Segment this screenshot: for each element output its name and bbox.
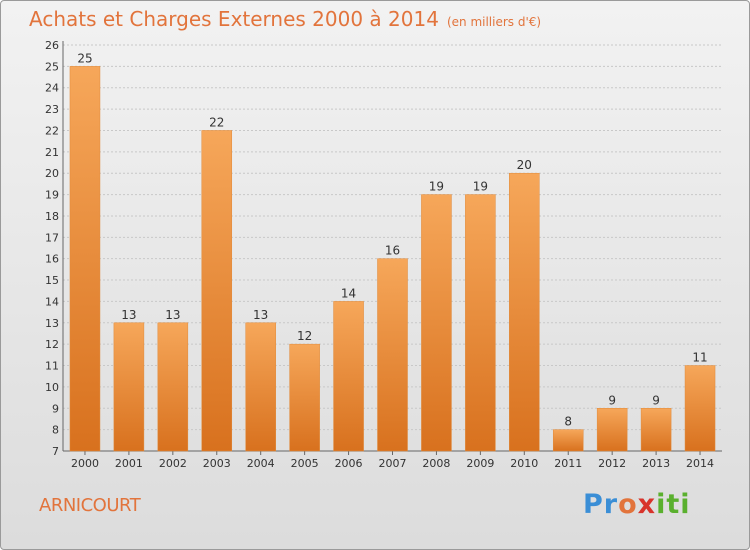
y-tick-label: 15 — [45, 274, 59, 287]
data-label: 13 — [121, 308, 136, 322]
bar-2011[interactable] — [552, 429, 584, 452]
x-tick-label: 2007 — [379, 457, 407, 470]
proxiti-logo[interactable]: Proxiti — [583, 489, 691, 520]
axes: 7 8 9 10 11 12 13 14 15 16 17 18 19 20 21 22 23 24 25 26 200… — [45, 39, 722, 470]
bar-2012[interactable] — [596, 408, 628, 452]
x-tick-label: 2002 — [159, 457, 187, 470]
chart-title-text: Achats et Charges Externes 2000 à 2014 — [29, 7, 439, 31]
data-label: 11 — [692, 351, 707, 365]
x-tick-label: 2006 — [335, 457, 363, 470]
data-label: 20 — [517, 158, 532, 172]
x-tick-label: 2013 — [642, 457, 670, 470]
data-label: 25 — [77, 51, 92, 65]
data-label: 22 — [209, 115, 224, 129]
bar-2014[interactable] — [684, 365, 716, 452]
y-tick-label: 11 — [45, 360, 59, 373]
y-tick-label: 21 — [45, 146, 59, 159]
logo-part-o: o — [618, 489, 638, 520]
x-tick-label: 2005 — [291, 457, 319, 470]
bar-2002[interactable] — [157, 322, 189, 452]
data-label: 9 — [608, 393, 616, 407]
y-tick-label: 13 — [45, 317, 59, 330]
x-tick-label: 2000 — [71, 457, 99, 470]
y-tick-label: 10 — [45, 381, 59, 394]
data-label: 8 — [564, 415, 572, 429]
logo-part-pr: Pr — [583, 489, 619, 520]
y-tick-label: 23 — [45, 103, 59, 116]
y-tick-label: 19 — [45, 189, 59, 202]
y-tick-label: 9 — [52, 402, 59, 415]
bar-2010[interactable] — [509, 172, 540, 452]
chart-title: Achats et Charges Externes 2000 à 2014 (e… — [29, 7, 541, 31]
commune-name: ARNICOURT — [39, 495, 141, 516]
y-tick-label: 14 — [45, 295, 59, 308]
bar-2007[interactable] — [377, 258, 408, 452]
bar-2001[interactable] — [113, 322, 145, 452]
bar-2000[interactable] — [69, 66, 101, 452]
x-tick-label: 2014 — [686, 457, 714, 470]
data-label: 19 — [429, 180, 444, 194]
labels: 25 13 13 22 13 12 14 16 19 19 20 8 9 9 11 — [77, 51, 707, 428]
x-tick-label: 2001 — [115, 457, 143, 470]
x-tick-label: 2012 — [598, 457, 626, 470]
bar-2004[interactable] — [245, 322, 276, 452]
data-label: 19 — [473, 180, 488, 194]
bar-2008[interactable] — [421, 194, 452, 452]
bar-2013[interactable] — [640, 408, 672, 452]
x-tick-label: 2004 — [247, 457, 275, 470]
data-label: 13 — [253, 308, 268, 322]
logo-part-x: x — [637, 489, 657, 520]
bar-2009[interactable] — [465, 194, 496, 452]
logo-part-iti: iti — [656, 489, 691, 520]
bar-2005[interactable] — [289, 343, 320, 452]
data-label: 16 — [385, 244, 400, 258]
y-tick-label: 24 — [45, 82, 59, 95]
y-tick-label: 7 — [52, 445, 59, 458]
y-tick-label: 16 — [45, 253, 59, 266]
x-tick-label: 2009 — [466, 457, 494, 470]
data-label: 13 — [165, 308, 180, 322]
bars — [69, 66, 716, 452]
y-tick-label: 18 — [45, 210, 59, 223]
bar-2006[interactable] — [333, 301, 364, 452]
bar-2003[interactable] — [201, 130, 233, 452]
x-tick-label: 2003 — [203, 457, 231, 470]
data-label: 12 — [297, 329, 312, 343]
y-tick-label: 26 — [45, 39, 59, 52]
data-label: 14 — [341, 286, 356, 300]
x-tick-label: 2008 — [422, 457, 450, 470]
data-label: 9 — [652, 393, 660, 407]
x-tick-label: 2011 — [554, 457, 582, 470]
y-tick-label: 17 — [45, 231, 59, 244]
y-tick-label: 20 — [45, 167, 59, 180]
y-tick-label: 8 — [52, 424, 59, 437]
x-tick-label: 2010 — [510, 457, 538, 470]
chart-unit: (en milliers d'€) — [446, 15, 542, 29]
y-tick-label: 22 — [45, 124, 59, 137]
y-tick-label: 12 — [45, 338, 59, 351]
y-tick-label: 25 — [45, 60, 59, 73]
